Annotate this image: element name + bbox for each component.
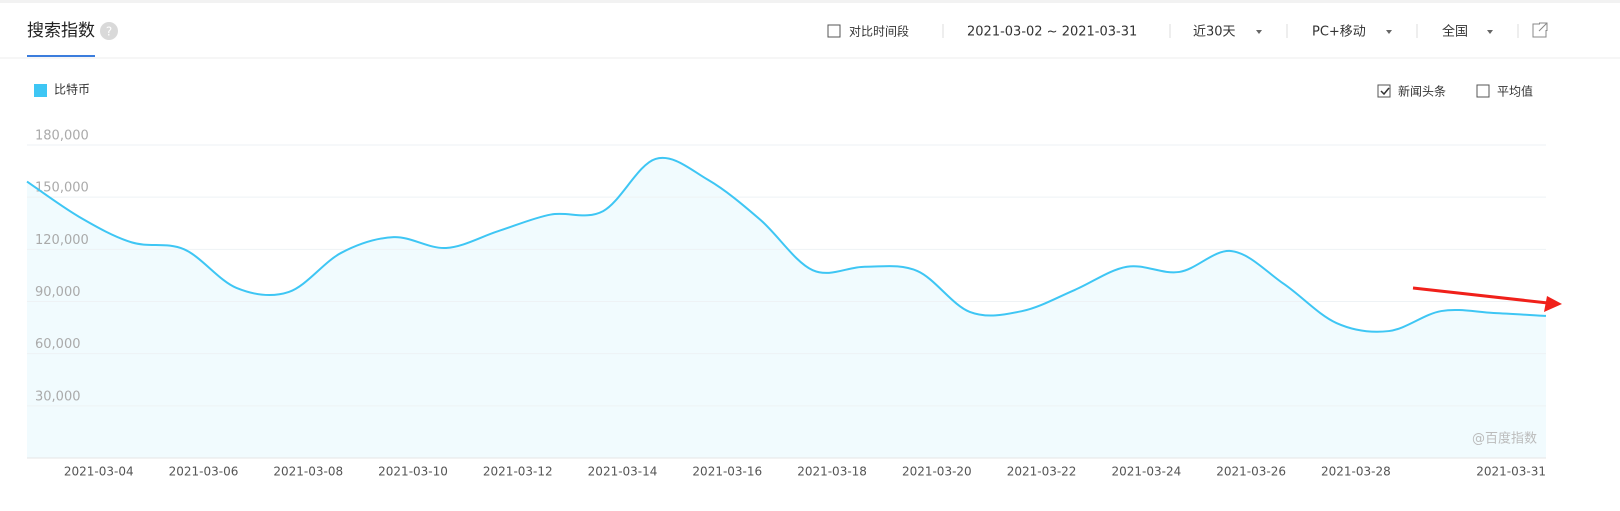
x-tick-label: 2021-03-08 xyxy=(273,465,343,479)
device-select[interactable]: PC+移动 xyxy=(1312,25,1366,40)
y-tick-label: 90,000 xyxy=(35,285,81,300)
x-tick-label: 2021-03-06 xyxy=(169,465,239,479)
x-tick-label: 2021-03-16 xyxy=(692,465,762,479)
x-tick-label: 2021-03-10 xyxy=(378,465,448,479)
check xyxy=(1380,87,1390,96)
help-mark: ? xyxy=(106,25,112,39)
x-tick-label: 2021-03-14 xyxy=(588,465,658,479)
x-tick-label: 2021-03-12 xyxy=(483,465,553,479)
y-tick-label: 150,000 xyxy=(35,181,89,196)
compare-label[interactable]: 对比时间段 xyxy=(849,24,909,39)
y-tick-label: 120,000 xyxy=(35,233,89,248)
y-tick-label: 60,000 xyxy=(35,337,81,352)
x-tick-label: 2021-03-22 xyxy=(1007,465,1077,479)
x-tick-label: 2021-03-04 xyxy=(64,465,134,479)
caret xyxy=(1487,30,1493,34)
caret xyxy=(1256,30,1262,34)
avg-checkbox[interactable] xyxy=(1476,84,1490,98)
y-tick-label: 180,000 xyxy=(35,129,89,144)
area xyxy=(27,157,1546,458)
compare-checkbox[interactable] xyxy=(827,24,841,38)
x-tick-label: 2021-03-31 xyxy=(1476,465,1546,479)
x-tick-label: 2021-03-18 xyxy=(797,465,867,479)
avg-label[interactable]: 平均值 xyxy=(1497,84,1533,99)
plot: 30,000 60,000 90,000 120,000 150,000 180,000 2… xyxy=(26,129,1547,479)
tab-underline xyxy=(27,55,95,57)
line xyxy=(26,156,1547,333)
news-checkbox[interactable] xyxy=(1377,84,1391,98)
period-select[interactable]: 近30天 xyxy=(1193,25,1236,40)
x-tick-label: 2021-03-28 xyxy=(1321,465,1391,479)
page-title: 搜索指数 xyxy=(27,21,95,41)
legend-label[interactable]: 比特币 xyxy=(54,82,90,97)
top-border xyxy=(0,0,1620,3)
arrow-annotation xyxy=(1412,286,1549,305)
watermark: @百度指数 xyxy=(1472,431,1537,447)
x-tick-label: 2021-03-24 xyxy=(1111,465,1181,479)
x-tick-label: 2021-03-26 xyxy=(1216,465,1286,479)
date-range[interactable]: 2021-03-02 ~ 2021-03-31 xyxy=(967,25,1137,40)
export-icon[interactable] xyxy=(1532,22,1548,38)
legend-swatch xyxy=(34,84,47,97)
region-select[interactable]: 全国 xyxy=(1442,24,1468,40)
x-tick-label: 2021-03-20 xyxy=(902,465,972,479)
help-icon[interactable] xyxy=(100,22,118,40)
y-tick-label: 30,000 xyxy=(35,389,81,404)
arrow-head xyxy=(1544,296,1562,312)
caret xyxy=(1386,30,1392,34)
news-label[interactable]: 新闻头条 xyxy=(1398,84,1446,99)
